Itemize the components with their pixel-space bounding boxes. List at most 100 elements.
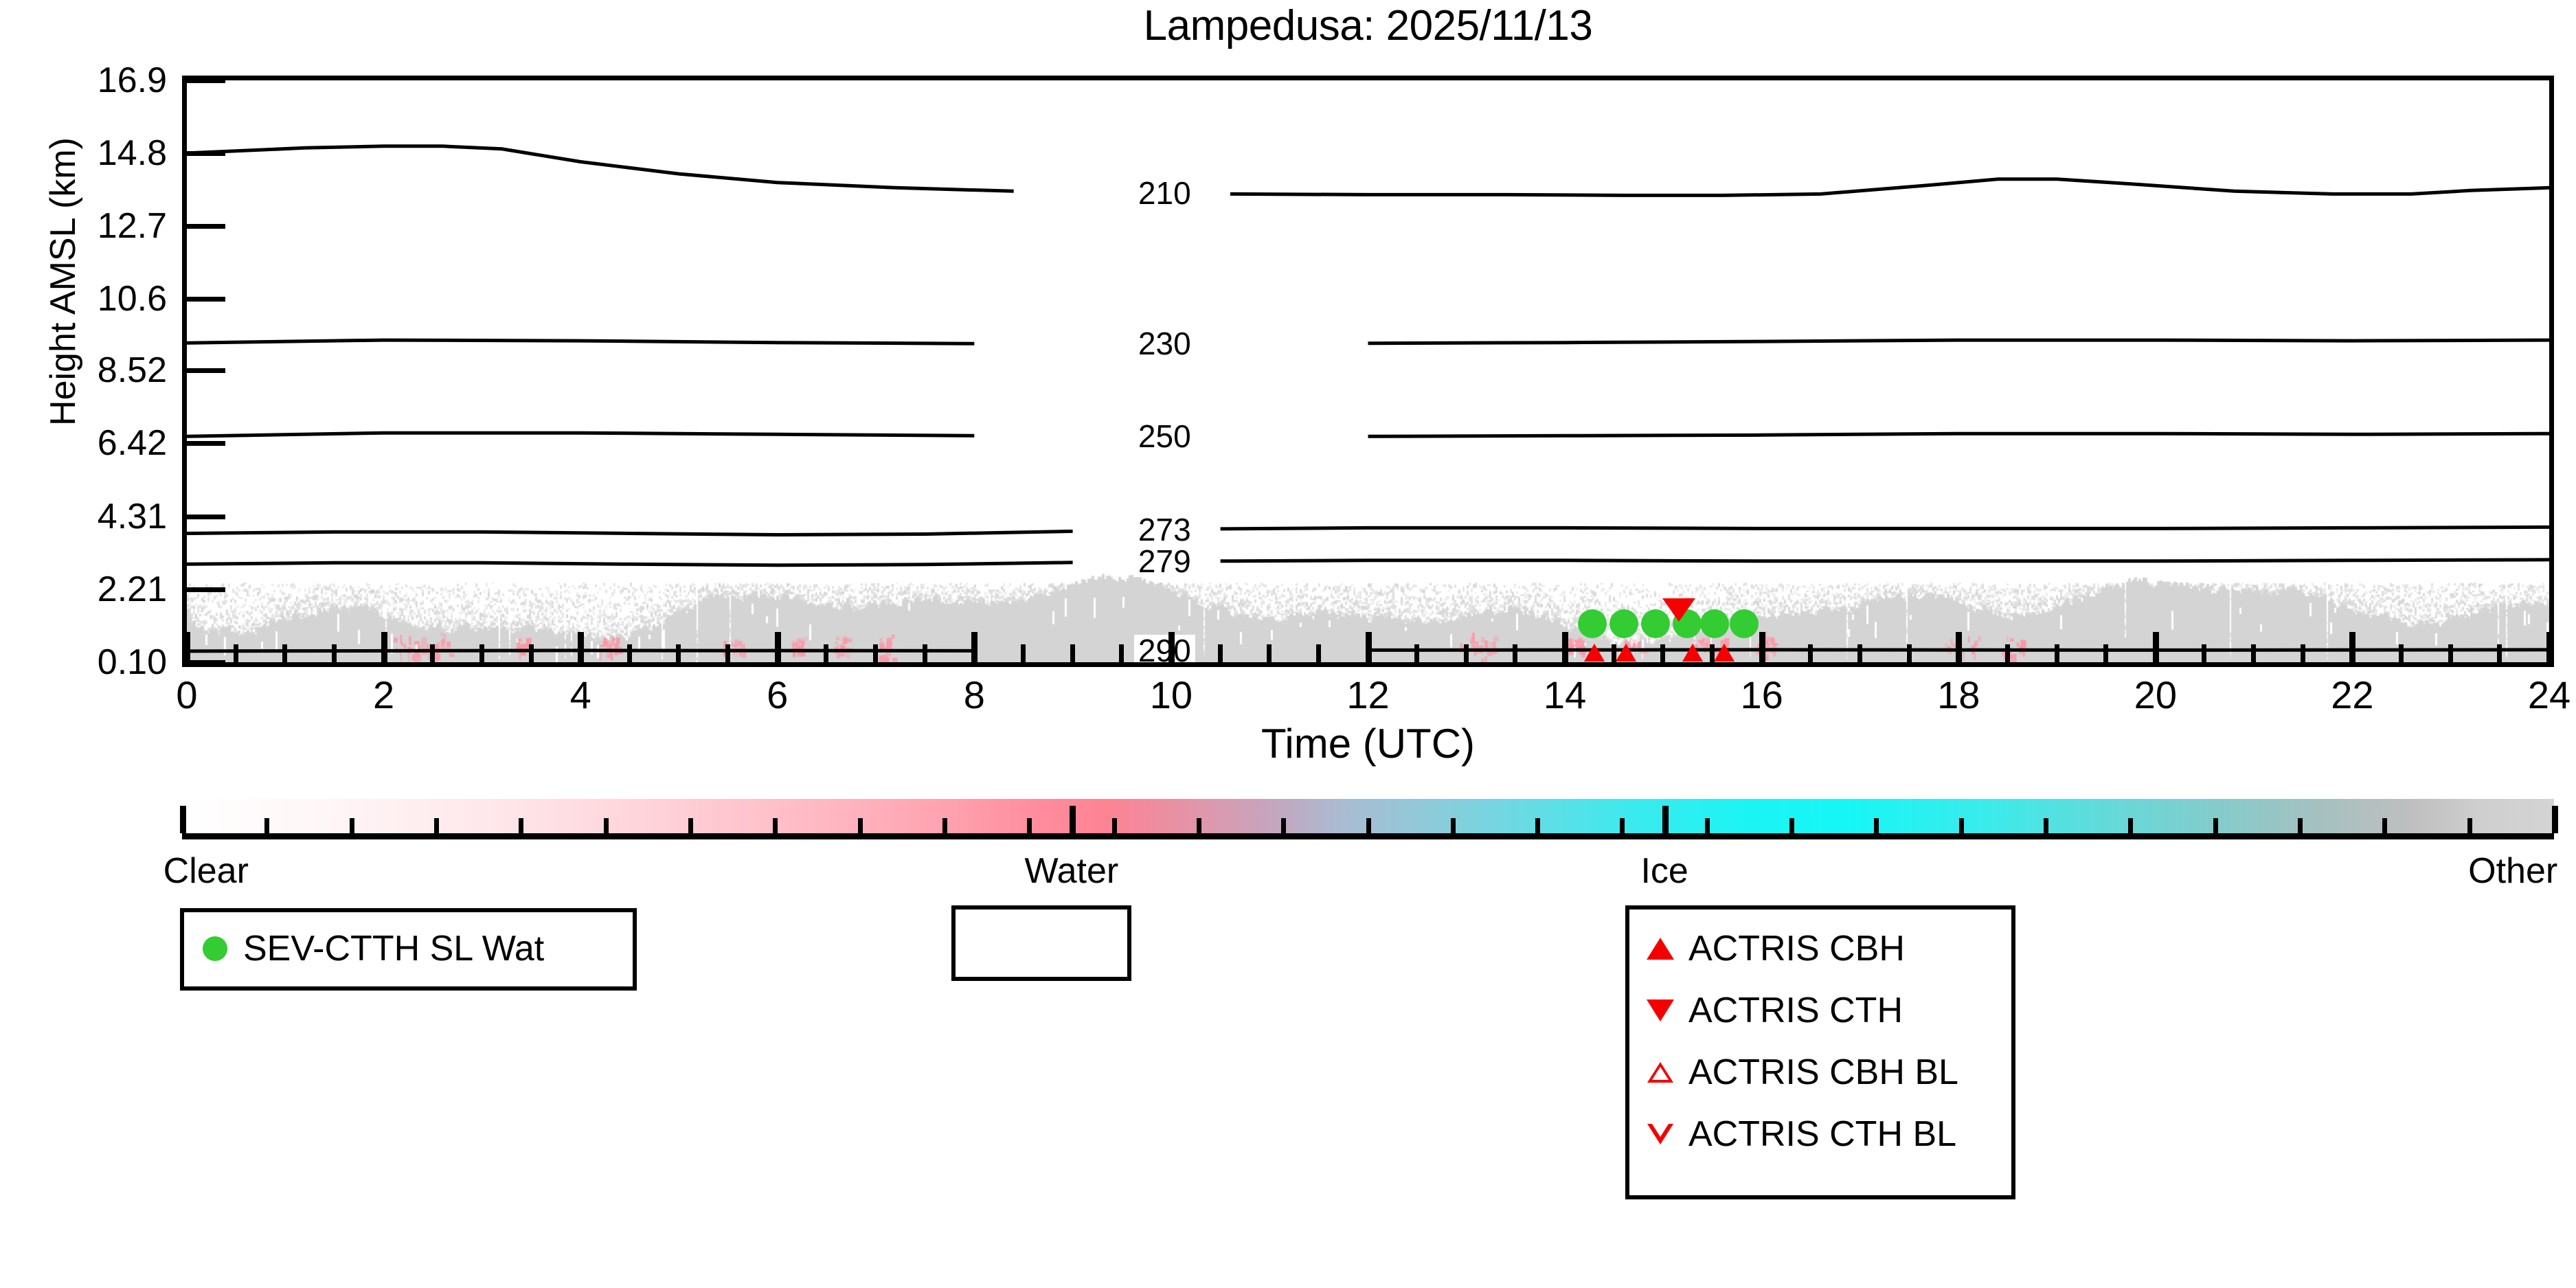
page-title: Lampedusa: 2025/11/13 [1143,2,1593,49]
colorbar-tick [1874,818,1879,833]
x-tick-label: 18 [1937,673,1980,716]
x-tick-mark-major [1168,632,1175,662]
contour-line-210 [1230,177,2549,197]
contour-line-210 [187,144,1014,193]
legend-marker-icon [1642,999,1679,1021]
x-tick-mark-minor [282,644,288,662]
x-tick-mark-minor [1906,644,1912,662]
contour-line-279 [1220,558,2549,563]
colorbar-tick-major [2552,806,2558,833]
legend-item[interactable]: ACTRIS CTH [1629,980,2011,1041]
x-tick-mark-minor [2448,644,2453,662]
y-tick-label: 12.7 [97,205,167,246]
colorbar-tick [1366,818,1371,833]
colorbar-tick [264,818,270,833]
legend-item[interactable]: ACTRIS CBH [1629,918,2011,980]
marker-actris-cth [1662,598,1696,622]
colorbar-tick [1281,818,1287,833]
marker-actris-cbh [1615,643,1636,662]
x-tick-mark-major [1562,632,1569,662]
colorbar-label-clear: Clear [163,851,249,891]
x-tick-mark-major [774,632,781,662]
legend-item[interactable]: SEV-CTTH SL Wat [184,918,633,980]
x-tick-mark-minor [430,644,436,662]
colorbar-tick [2467,818,2472,833]
legend-empty [951,905,1131,981]
x-tick-mark-major [578,632,585,662]
legend-item-label: ACTRIS CBH [1688,929,1905,969]
marker-actris-cbh [1682,643,1704,662]
tri-dn-open-icon [1647,1124,1673,1144]
colorbar-tick [2382,818,2388,833]
contour-line-273 [187,529,1073,537]
x-tick-mark-minor [725,644,731,662]
colorbar-tick [2044,818,2049,833]
legend-marker-icon [1642,938,1679,960]
x-tick-label: 12 [1346,673,1390,716]
x-tick-mark-major [187,632,190,662]
x-tick-mark-minor [1119,644,1125,662]
x-tick-mark-minor [479,644,484,662]
contour-label-279: 279 [1133,545,1195,578]
x-tick-mark-minor [2202,644,2207,662]
x-tick-mark-minor [1513,644,1518,662]
y-tick-mark [187,150,225,156]
colorbar-tick [1789,818,1795,833]
marker-actris-cbh [1584,643,1605,662]
legend-item[interactable]: ACTRIS CTH BL [1629,1103,2011,1165]
colorbar-tick [1535,818,1541,833]
y-tick-mark [187,660,225,665]
plot-inner: 210 230 250 273 279 290 [187,80,2549,662]
legend-actris: ACTRIS CBH ACTRIS CTH ACTRIS CBH BL ACTRIS … [1625,905,2015,1199]
colorbar-tick [349,818,354,833]
colorbar-label-ice: Ice [1640,851,1688,891]
tri-dn-solid-icon [1647,999,1674,1021]
x-axis-label: Time (UTC) [1261,721,1476,767]
legend-marker-icon [196,936,234,961]
legend-item-label: ACTRIS CBH BL [1688,1052,1958,1092]
contour-label-273: 273 [1133,514,1195,546]
x-tick-mark-minor [331,644,337,662]
marker-sev-ctth-sl-wat [1729,609,1759,638]
x-tick-mark-minor [824,644,829,662]
x-tick-mark-minor [233,644,238,662]
plot-axes: 210 230 250 273 279 290 [182,76,2554,667]
x-tick-label: 4 [569,673,591,716]
legend-marker-icon [1642,1124,1679,1144]
colorbar-tick [942,818,947,833]
y-tick-label: 0.10 [97,642,167,682]
x-tick-label: 14 [1543,673,1587,716]
x-tick-mark-minor [1020,644,1026,662]
x-tick-mark-minor [2300,644,2305,662]
x-tick-mark-major [1365,632,1372,662]
x-tick-mark-major [971,632,978,662]
contour-label-210: 210 [1133,177,1195,210]
x-tick-label: 24 [2527,673,2571,716]
y-tick-label: 16.9 [97,60,167,100]
x-tick-mark-minor [922,644,927,662]
x-tick-mark-major [2546,632,2549,662]
colorbar-tick-major [180,806,186,833]
colorbar-tick [773,818,778,833]
x-tick-mark-major [381,632,387,662]
colorbar-label-water: Water [1024,851,1119,891]
y-tick-label: 10.6 [97,278,167,319]
y-tick-mark [187,587,225,592]
marker-sev-ctth-sl-wat [1578,609,1607,638]
colorbar-tick [2298,818,2303,833]
x-tick-mark-minor [1611,644,1616,662]
legend-item[interactable]: ACTRIS CBH BL [1629,1041,2011,1103]
x-tick-mark-minor [1808,644,1814,662]
colorbar-tick [688,818,693,833]
colorbar-tick-major [1662,806,1669,833]
colorbar-tick-major [1069,806,1076,833]
marker-sev-ctth-sl-wat [1699,609,1729,638]
contour-label-250: 250 [1133,420,1195,453]
x-tick-mark-minor [528,644,534,662]
colorbar-tick [1704,818,1710,833]
tri-up-solid-icon [1647,938,1674,960]
colorbar-axis-line [182,833,2554,839]
x-tick-mark-minor [2054,644,2059,662]
y-tick-label: 6.42 [97,423,167,464]
